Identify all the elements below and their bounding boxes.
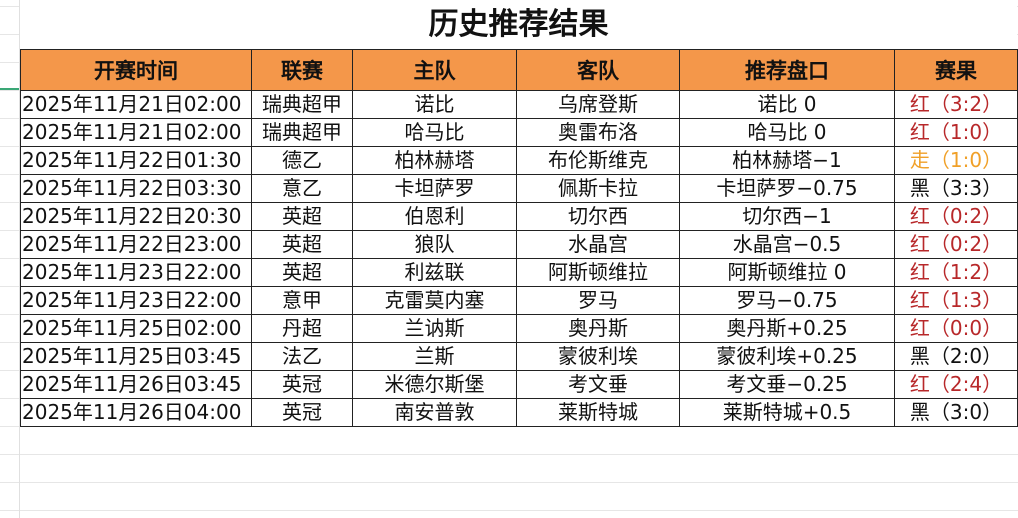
header-result: 赛果: [894, 49, 1018, 91]
cell-league[interactable]: 意甲: [251, 286, 353, 315]
cell-league[interactable]: 德乙: [251, 146, 353, 175]
cell-away[interactable]: 佩斯卡拉: [516, 174, 680, 203]
cell-result[interactable]: 黑（2:0）: [894, 342, 1018, 371]
table-row: 2025年11月21日02:00 瑞典超甲 诺比 乌席登斯 诺比 0 红（3:2）: [20, 90, 1018, 119]
header-pick: 推荐盘口: [679, 49, 895, 91]
table-row: 2025年11月23日22:00 英超 利兹联 阿斯顿维拉 阿斯顿维拉 0 红（1:2）: [20, 258, 1018, 287]
cell-away[interactable]: 乌席登斯: [516, 90, 680, 119]
table-row: 2025年11月22日01:30 德乙 柏林赫塔 布伦斯维克 柏林赫塔−1 走（1:0）: [20, 146, 1018, 175]
cell-league[interactable]: 瑞典超甲: [251, 90, 353, 119]
table-row: 2025年11月23日22:00 意甲 克雷莫内塞 罗马 罗马−0.75 红（1:3）: [20, 286, 1018, 315]
cell-pick[interactable]: 罗马−0.75: [679, 286, 895, 315]
cell-time[interactable]: 2025年11月23日22:00: [20, 258, 252, 287]
cell-result[interactable]: 黑（3:3）: [894, 174, 1018, 203]
cell-away[interactable]: 罗马: [516, 286, 680, 315]
cell-time[interactable]: 2025年11月25日03:45: [20, 342, 252, 371]
cell-home[interactable]: 诺比: [352, 90, 517, 119]
page-title: 历史推荐结果: [20, 0, 1017, 49]
cell-league[interactable]: 英超: [251, 202, 353, 231]
cell-home[interactable]: 兰斯: [352, 342, 517, 371]
cell-home[interactable]: 兰讷斯: [352, 314, 517, 343]
header-time: 开赛时间: [20, 49, 252, 91]
cell-result[interactable]: 红（0:2）: [894, 202, 1018, 231]
row-header-divider: [19, 0, 20, 518]
table-row: 2025年11月21日02:00 瑞典超甲 哈马比 奥雷布洛 哈马比 0 红（1:0）: [20, 118, 1018, 147]
cell-pick[interactable]: 诺比 0: [679, 90, 895, 119]
cell-home[interactable]: 哈马比: [352, 118, 517, 147]
results-table: 开赛时间 联赛 主队 客队 推荐盘口 赛果 2025年11月21日02:00 瑞典…: [20, 49, 1018, 427]
cell-away[interactable]: 切尔西: [516, 202, 680, 231]
cell-league[interactable]: 丹超: [251, 314, 353, 343]
table-row: 2025年11月26日04:00 英冠 南安普敦 莱斯特城 莱斯特城+0.5 黑（3:0）: [20, 398, 1018, 427]
cell-pick[interactable]: 哈马比 0: [679, 118, 895, 147]
cell-away[interactable]: 考文垂: [516, 370, 680, 399]
cell-away[interactable]: 水晶宫: [516, 230, 680, 259]
cell-time[interactable]: 2025年11月22日23:00: [20, 230, 252, 259]
cell-home[interactable]: 狼队: [352, 230, 517, 259]
cell-time[interactable]: 2025年11月25日02:00: [20, 314, 252, 343]
cell-time[interactable]: 2025年11月23日22:00: [20, 286, 252, 315]
cell-result[interactable]: 红（1:3）: [894, 286, 1018, 315]
cell-league[interactable]: 英超: [251, 258, 353, 287]
cell-pick[interactable]: 卡坦萨罗−0.75: [679, 174, 895, 203]
cell-home[interactable]: 卡坦萨罗: [352, 174, 517, 203]
cell-league[interactable]: 英超: [251, 230, 353, 259]
cell-away[interactable]: 奥雷布洛: [516, 118, 680, 147]
cell-away[interactable]: 布伦斯维克: [516, 146, 680, 175]
cell-result[interactable]: 红（1:2）: [894, 258, 1018, 287]
cell-time[interactable]: 2025年11月22日20:30: [20, 202, 252, 231]
cell-home[interactable]: 利兹联: [352, 258, 517, 287]
cell-pick[interactable]: 奥丹斯+0.25: [679, 314, 895, 343]
cell-result[interactable]: 红（1:0）: [894, 118, 1018, 147]
header-row: 开赛时间 联赛 主队 客队 推荐盘口 赛果: [20, 49, 1018, 91]
header-away: 客队: [516, 49, 680, 91]
table-row: 2025年11月26日03:45 英冠 米德尔斯堡 考文垂 考文垂−0.25 红（2:4）: [20, 370, 1018, 399]
cell-away[interactable]: 阿斯顿维拉: [516, 258, 680, 287]
table-row: 2025年11月22日03:30 意乙 卡坦萨罗 佩斯卡拉 卡坦萨罗−0.75 黑（3:3…: [20, 174, 1018, 203]
cell-result[interactable]: 红（2:4）: [894, 370, 1018, 399]
cell-league[interactable]: 英冠: [251, 370, 353, 399]
cell-pick[interactable]: 莱斯特城+0.5: [679, 398, 895, 427]
cell-home[interactable]: 南安普敦: [352, 398, 517, 427]
cell-result[interactable]: 红（0:0）: [894, 314, 1018, 343]
cell-away[interactable]: 蒙彼利埃: [516, 342, 680, 371]
cell-league[interactable]: 瑞典超甲: [251, 118, 353, 147]
table-row: 2025年11月22日23:00 英超 狼队 水晶宫 水晶宫−0.5 红（0:2）: [20, 230, 1018, 259]
cell-pick[interactable]: 阿斯顿维拉 0: [679, 258, 895, 287]
selected-row-indicator: [0, 88, 19, 90]
cell-pick[interactable]: 柏林赫塔−1: [679, 146, 895, 175]
cell-result[interactable]: 红（0:2）: [894, 230, 1018, 259]
table-row: 2025年11月25日03:45 法乙 兰斯 蒙彼利埃 蒙彼利埃+0.25 黑（2:0）: [20, 342, 1018, 371]
cell-league[interactable]: 英冠: [251, 398, 353, 427]
cell-pick[interactable]: 考文垂−0.25: [679, 370, 895, 399]
cell-away[interactable]: 莱斯特城: [516, 398, 680, 427]
cell-away[interactable]: 奥丹斯: [516, 314, 680, 343]
cell-pick[interactable]: 蒙彼利埃+0.25: [679, 342, 895, 371]
cell-time[interactable]: 2025年11月21日02:00: [20, 118, 252, 147]
table-row: 2025年11月22日20:30 英超 伯恩利 切尔西 切尔西−1 红（0:2）: [20, 202, 1018, 231]
cell-pick[interactable]: 水晶宫−0.5: [679, 230, 895, 259]
cell-league[interactable]: 法乙: [251, 342, 353, 371]
cell-pick[interactable]: 切尔西−1: [679, 202, 895, 231]
cell-home[interactable]: 伯恩利: [352, 202, 517, 231]
cell-league[interactable]: 意乙: [251, 174, 353, 203]
cell-home[interactable]: 米德尔斯堡: [352, 370, 517, 399]
cell-time[interactable]: 2025年11月26日03:45: [20, 370, 252, 399]
cell-time[interactable]: 2025年11月22日03:30: [20, 174, 252, 203]
cell-result[interactable]: 红（3:2）: [894, 90, 1018, 119]
cell-result[interactable]: 走（1:0）: [894, 146, 1018, 175]
cell-home[interactable]: 克雷莫内塞: [352, 286, 517, 315]
cell-time[interactable]: 2025年11月22日01:30: [20, 146, 252, 175]
cell-home[interactable]: 柏林赫塔: [352, 146, 517, 175]
header-home: 主队: [352, 49, 517, 91]
cell-time[interactable]: 2025年11月26日04:00: [20, 398, 252, 427]
table-row: 2025年11月25日02:00 丹超 兰讷斯 奥丹斯 奥丹斯+0.25 红（0:0）: [20, 314, 1018, 343]
header-league: 联赛: [251, 49, 353, 91]
cell-time[interactable]: 2025年11月21日02:00: [20, 90, 252, 119]
cell-result[interactable]: 黑（3:0）: [894, 398, 1018, 427]
